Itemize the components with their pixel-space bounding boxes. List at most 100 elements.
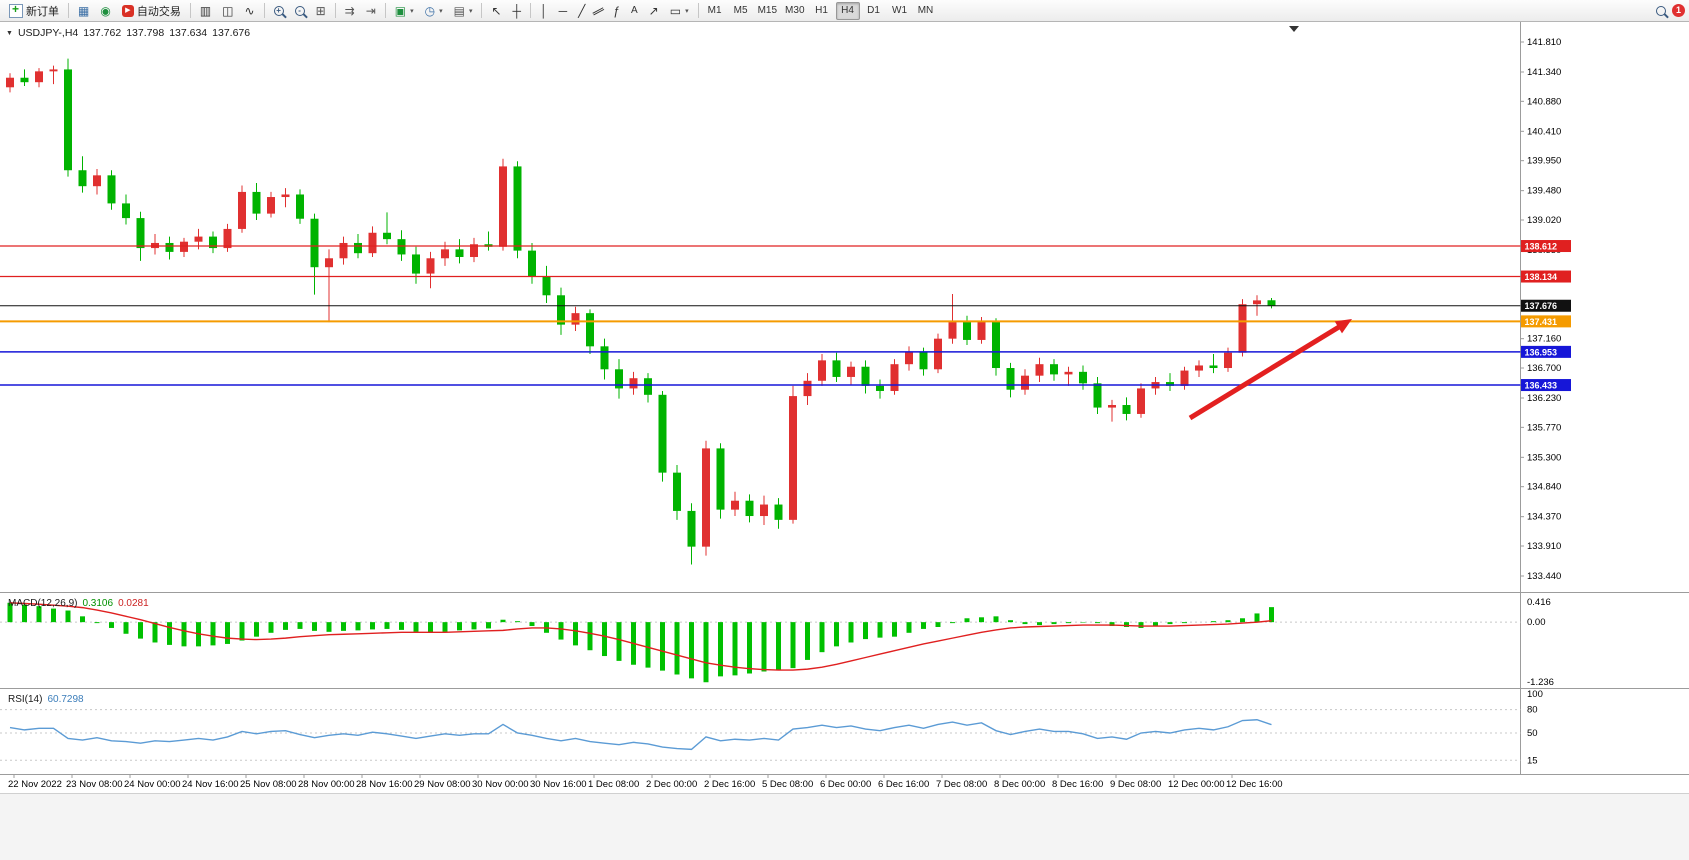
periods-button[interactable]: ◷ ▾ — [420, 2, 448, 20]
svg-text:137.431: 137.431 — [1525, 317, 1558, 327]
chart-window-button[interactable]: ▦ — [73, 2, 94, 20]
new-order-button[interactable]: 新订单 — [4, 2, 64, 20]
chart-shift-marker — [1289, 26, 1299, 32]
svg-text:139.950: 139.950 — [1527, 156, 1561, 167]
search-icon — [1656, 5, 1666, 16]
candlestick-chart-button[interactable]: ◫ — [217, 2, 238, 20]
toolbar-separator — [384, 3, 386, 18]
chevron-down-icon: ▾ — [410, 7, 414, 15]
auto-trading-button[interactable]: ▶ 自动交易 — [117, 2, 186, 20]
svg-text:136.700: 136.700 — [1527, 363, 1561, 374]
new-order-label: 新订单 — [26, 5, 59, 18]
channel-icon: ∥ — [591, 4, 607, 17]
svg-text:136.433: 136.433 — [1525, 381, 1558, 391]
chart-shift-button[interactable]: ⇥ — [361, 2, 381, 20]
timeframe-button-w1[interactable]: W1 — [888, 2, 912, 20]
svg-text:137.676: 137.676 — [1525, 301, 1558, 311]
timeframe-button-d1[interactable]: D1 — [862, 2, 886, 20]
bar-chart-button[interactable]: ▥ — [195, 2, 216, 20]
svg-text:12 Dec 16:00: 12 Dec 16:00 — [1226, 779, 1283, 790]
crosshair-icon: ┼ — [512, 3, 522, 18]
market-watch-icon: ◉ — [100, 3, 111, 18]
trendline-icon: ╱ — [578, 3, 586, 18]
toolbar-separator — [263, 3, 265, 18]
price-badges — [1521, 240, 1571, 392]
timeframe-button-h1[interactable]: H1 — [810, 2, 834, 20]
templates-button[interactable]: ▤ ▾ — [449, 2, 478, 20]
timeframe-button-h4[interactable]: H4 — [835, 1, 860, 20]
tile-windows-button[interactable]: ⊞ — [311, 2, 331, 20]
toolbar-separator — [189, 3, 191, 18]
rsi-value: 60.7298 — [47, 694, 84, 705]
auto-scroll-button[interactable]: ⇉ — [340, 2, 360, 20]
toolbar-separator — [481, 3, 483, 18]
clock-icon: ◷ — [424, 3, 436, 18]
svg-text:29 Nov 08:00: 29 Nov 08:00 — [414, 779, 471, 790]
svg-text:2 Dec 00:00: 2 Dec 00:00 — [646, 779, 697, 790]
svg-text:80: 80 — [1527, 705, 1538, 716]
zoom-in-icon: + — [273, 5, 284, 16]
new-chart-button[interactable]: ▣ ▾ — [390, 2, 419, 20]
chevron-down-icon: ▾ — [468, 7, 473, 15]
ohlc-open: 137.762 — [83, 27, 122, 39]
rsi-label: RSI(14) 60.7298 — [8, 694, 84, 705]
rsi-name: RSI(14) — [8, 694, 43, 705]
price-chart-canvas[interactable]: 141.810 141.340 140.880 140.410 139.950 139.4… — [0, 22, 1689, 793]
timeframe-button-mn[interactable]: MN — [914, 2, 938, 20]
svg-text:138.612: 138.612 — [1525, 242, 1558, 252]
svg-text:139.020: 139.020 — [1527, 215, 1561, 226]
notification-badge[interactable]: 1 — [1672, 4, 1685, 17]
channel-button[interactable]: ∥ — [591, 2, 607, 20]
svg-text:135.770: 135.770 — [1527, 422, 1561, 433]
ohlc-low: 137.634 — [169, 27, 208, 39]
level-price-badge — [1521, 345, 1571, 358]
symbol-dropdown-icon[interactable]: ▼ — [6, 29, 13, 37]
trendline-button[interactable]: ╱ — [573, 2, 590, 20]
text-tool-button[interactable]: A — [626, 2, 643, 20]
line-chart-button[interactable]: ∿ — [240, 2, 260, 20]
horizontal-line-button[interactable]: ─ — [554, 2, 573, 20]
text-tool-icon: A — [631, 4, 638, 16]
ohlc-high: 137.798 — [126, 27, 165, 39]
svg-text:-1.236: -1.236 — [1527, 677, 1554, 688]
zoom-in-button[interactable]: + — [269, 2, 289, 20]
svg-text:140.880: 140.880 — [1527, 96, 1561, 107]
rsi-line — [9, 719, 1272, 751]
cursor-button[interactable]: ↖ — [486, 2, 506, 20]
shapes-button[interactable]: ▭ ▾ — [665, 2, 694, 20]
timeframe-button-m15[interactable]: M15 — [755, 2, 780, 20]
macd-name: MACD(12,26,9) — [8, 598, 78, 609]
vertical-line-button[interactable]: │ — [535, 2, 553, 20]
horizontal-level-lines — [0, 245, 1521, 386]
svg-text:15: 15 — [1527, 755, 1538, 766]
svg-text:133.910: 133.910 — [1527, 541, 1561, 552]
arrow-tool-button[interactable]: ↗ — [644, 2, 664, 20]
fibonacci-icon: ƒ — [613, 3, 620, 18]
tile-windows-icon: ⊞ — [315, 3, 326, 18]
timeframe-button-m30[interactable]: M30 — [782, 2, 807, 20]
toolbar-separator — [697, 3, 699, 18]
level-price-badge — [1521, 379, 1571, 392]
zoom-out-button[interactable]: - — [290, 2, 310, 20]
svg-text:0.416: 0.416 — [1527, 597, 1551, 608]
search-button[interactable] — [1651, 2, 1671, 20]
bar-chart-icon: ▥ — [199, 3, 212, 18]
svg-text:50: 50 — [1527, 728, 1538, 739]
level-price-badge — [1521, 270, 1571, 283]
svg-text:24 Nov 00:00: 24 Nov 00:00 — [124, 779, 181, 790]
svg-text:134.370: 134.370 — [1527, 512, 1561, 523]
chart-background — [0, 22, 1689, 793]
macd-label: MACD(12,26,9) 0.3106 0.0281 — [8, 598, 149, 609]
svg-text:100: 100 — [1527, 689, 1543, 700]
timeframe-button-m5[interactable]: M5 — [729, 2, 753, 20]
svg-text:25 Nov 08:00: 25 Nov 08:00 — [240, 779, 297, 790]
fibonacci-button[interactable]: ƒ — [608, 2, 625, 20]
timeframe-button-m1[interactable]: M1 — [703, 2, 727, 20]
horizontal-line-icon: ─ — [558, 3, 568, 18]
crosshair-button[interactable]: ┼ — [508, 2, 527, 20]
market-watch-button[interactable]: ◉ — [95, 2, 115, 20]
svg-text:139.480: 139.480 — [1527, 186, 1561, 197]
svg-text:136.230: 136.230 — [1527, 393, 1561, 404]
macd-main-value: 0.3106 — [82, 598, 114, 609]
toolbar: 新订单 ▦ ◉ ▶ 自动交易 ▥ ◫ ∿ + - ⊞ ⇉ ⇥ ▣▾ ◷▾ ▤▾ … — [0, 0, 1689, 22]
